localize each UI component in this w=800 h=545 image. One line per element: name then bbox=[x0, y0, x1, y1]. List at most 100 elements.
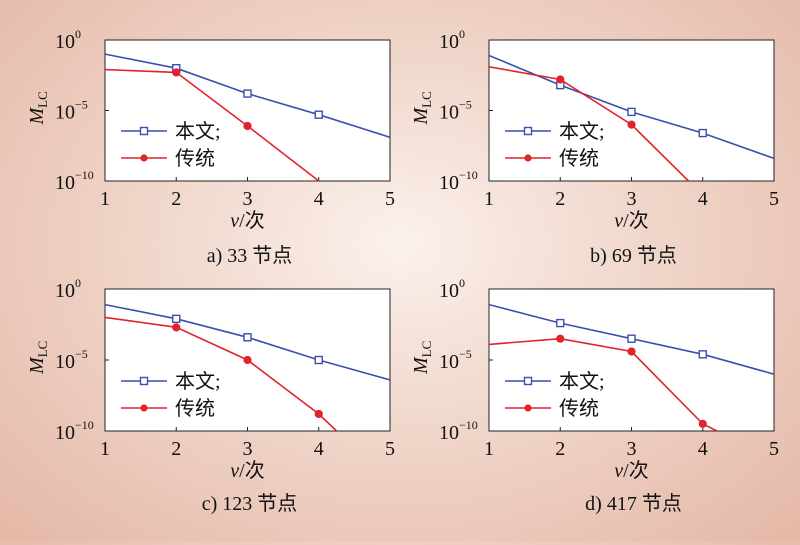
x-tick-label: 2 bbox=[171, 438, 181, 460]
legend-label: 本文; bbox=[175, 120, 221, 143]
panel-caption: c) 123 节点 bbox=[202, 492, 298, 515]
x-tick-label: 3 bbox=[627, 188, 637, 210]
series-marker-square bbox=[556, 318, 565, 328]
y-tick-label: 10 bbox=[55, 351, 75, 373]
y-tick-label: 10 bbox=[439, 102, 459, 124]
legend-label: 传统 bbox=[175, 147, 215, 170]
y-tick-label: 10 bbox=[55, 31, 75, 53]
y-tick-exponent: −5 bbox=[75, 98, 88, 112]
series-marker-circle bbox=[556, 334, 565, 343]
series-line-2 bbox=[105, 68, 320, 181]
panel-caption: a) 33 节点 bbox=[207, 244, 293, 267]
series-marker-square bbox=[243, 89, 252, 98]
x-axis-label-unit: /次 bbox=[239, 459, 265, 482]
legend-marker bbox=[523, 376, 533, 386]
series-marker-square bbox=[698, 350, 707, 359]
series-marker-circle bbox=[243, 355, 252, 365]
y-axis-label-subscript: LC bbox=[419, 91, 434, 108]
y-tick-exponent: 0 bbox=[75, 27, 81, 41]
series-marker-square bbox=[243, 333, 252, 342]
x-tick-label: 1 bbox=[484, 188, 494, 210]
legend-marker bbox=[524, 154, 532, 162]
y-tick-label: 10 bbox=[439, 31, 459, 53]
x-tick-label: 3 bbox=[243, 188, 253, 210]
x-tick-label: 4 bbox=[698, 438, 708, 460]
y-tick-label: 10 bbox=[55, 280, 75, 302]
x-axis-label: v/次 bbox=[614, 209, 648, 232]
series-group bbox=[489, 54, 774, 181]
x-tick-label: 5 bbox=[769, 188, 779, 210]
series-marker-circle bbox=[172, 323, 181, 332]
y-tick-label: 10 bbox=[55, 422, 75, 444]
y-tick-exponent: −10 bbox=[459, 418, 478, 432]
x-tick-label: 3 bbox=[627, 438, 637, 460]
x-axis-label-unit: /次 bbox=[623, 459, 649, 482]
legend-marker bbox=[139, 376, 149, 386]
x-tick-label: 3 bbox=[243, 438, 253, 460]
y-axis-label-subscript: LC bbox=[35, 341, 50, 358]
x-tick-label: 5 bbox=[385, 188, 395, 210]
legend-label: 本文; bbox=[175, 370, 221, 393]
x-tick-label: 4 bbox=[698, 188, 708, 210]
series-marker-square bbox=[314, 110, 323, 119]
x-tick-label: 2 bbox=[171, 188, 181, 210]
series-marker-circle bbox=[627, 347, 636, 356]
x-axis-label: v/次 bbox=[614, 459, 648, 482]
plot-area bbox=[104, 39, 391, 182]
series-marker-square bbox=[172, 314, 181, 324]
y-tick-label: 10 bbox=[55, 172, 75, 194]
legend-label: 传统 bbox=[559, 397, 599, 420]
x-tick-label: 4 bbox=[314, 438, 324, 460]
x-tick-label: 1 bbox=[100, 188, 110, 210]
legend-marker bbox=[523, 126, 533, 136]
y-axis-label: MLC bbox=[410, 341, 434, 375]
x-axis-label-var: v bbox=[614, 460, 623, 482]
legend-label: 传统 bbox=[559, 147, 599, 170]
series-marker-circle bbox=[556, 75, 565, 84]
series-marker-square bbox=[627, 334, 636, 343]
y-tick-label: 10 bbox=[439, 422, 459, 444]
y-axis-label: MLC bbox=[26, 341, 50, 375]
series-line-2 bbox=[489, 66, 690, 181]
series-marker-square bbox=[314, 355, 323, 365]
plot-area bbox=[488, 288, 775, 432]
panel-caption: d) 417 节点 bbox=[585, 492, 682, 515]
y-tick-exponent: −5 bbox=[459, 98, 472, 112]
y-tick-exponent: −10 bbox=[75, 168, 94, 182]
legend-marker bbox=[524, 404, 532, 412]
series-marker-circle bbox=[698, 419, 707, 428]
x-tick-label: 2 bbox=[555, 438, 565, 460]
legend-label: 传统 bbox=[175, 397, 215, 420]
y-tick-label: 10 bbox=[55, 102, 75, 124]
legend-marker bbox=[140, 154, 148, 162]
x-axis-label: v/次 bbox=[230, 459, 264, 482]
series-group bbox=[105, 303, 390, 431]
legend-marker bbox=[140, 404, 148, 412]
y-tick-label: 10 bbox=[439, 280, 459, 302]
y-tick-label: 10 bbox=[439, 351, 459, 373]
legend-label: 本文; bbox=[559, 120, 605, 143]
x-tick-label: 1 bbox=[484, 438, 494, 460]
y-axis-label: MLC bbox=[410, 91, 434, 125]
series-marker-circle bbox=[243, 121, 252, 131]
series-marker-circle bbox=[314, 409, 323, 419]
series-marker-circle bbox=[172, 68, 181, 77]
y-axis-label-subscript: LC bbox=[419, 341, 434, 358]
y-tick-exponent: −5 bbox=[75, 347, 88, 361]
x-axis-label-var: v bbox=[230, 210, 239, 232]
y-tick-exponent: 0 bbox=[75, 276, 81, 290]
y-tick-exponent: −10 bbox=[459, 168, 478, 182]
y-tick-label: 10 bbox=[439, 172, 459, 194]
y-tick-exponent: −10 bbox=[75, 418, 94, 432]
series-marker-square bbox=[698, 128, 707, 138]
x-axis-label: v/次 bbox=[230, 209, 264, 232]
legend-label: 本文; bbox=[559, 370, 605, 393]
y-axis-label-subscript: LC bbox=[35, 91, 50, 108]
y-tick-exponent: −5 bbox=[459, 347, 472, 361]
